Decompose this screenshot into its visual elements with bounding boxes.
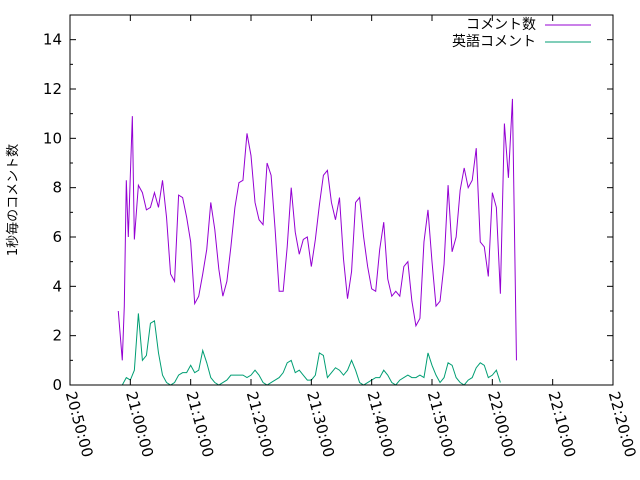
y-tick-label: 12	[43, 80, 62, 98]
plot-lines	[117, 98, 517, 386]
y-axis-label: 1秒毎のコメント数	[5, 144, 21, 256]
y-tick-label: 4	[52, 277, 62, 295]
x-tick-label: 22:10:00	[544, 390, 579, 460]
y-axis-ticks: 0 2 4 6 8 10 12 14	[43, 31, 613, 394]
x-tick-label: 22:20:00	[605, 390, 640, 460]
series-line-1	[121, 313, 501, 386]
x-tick-label: 21:50:00	[424, 390, 459, 460]
x-tick-label: 21:00:00	[122, 390, 157, 460]
x-tick-label: 21:20:00	[243, 390, 278, 460]
x-tick-label: 20:50:00	[62, 390, 97, 460]
x-axis-ticks: 20:50:00 21:00:00 21:10:00 21:20:00 21:30:00…	[62, 15, 640, 459]
x-tick-label: 21:10:00	[182, 390, 217, 460]
y-tick-label: 6	[52, 228, 62, 246]
y-tick-label: 10	[43, 129, 62, 147]
y-tick-label: 14	[43, 31, 62, 49]
x-tick-label: 21:40:00	[363, 390, 398, 460]
legend-label: コメント数	[466, 17, 536, 33]
x-tick-label: 22:00:00	[484, 390, 519, 460]
y-tick-label: 8	[52, 179, 62, 197]
legend-label: 英語コメント	[452, 33, 536, 50]
y-tick-label: 0	[52, 376, 62, 394]
y-tick-label: 2	[52, 327, 62, 345]
plot-frame	[69, 14, 614, 386]
series-line-0	[117, 98, 517, 361]
x-tick-label: 21:30:00	[303, 390, 338, 460]
